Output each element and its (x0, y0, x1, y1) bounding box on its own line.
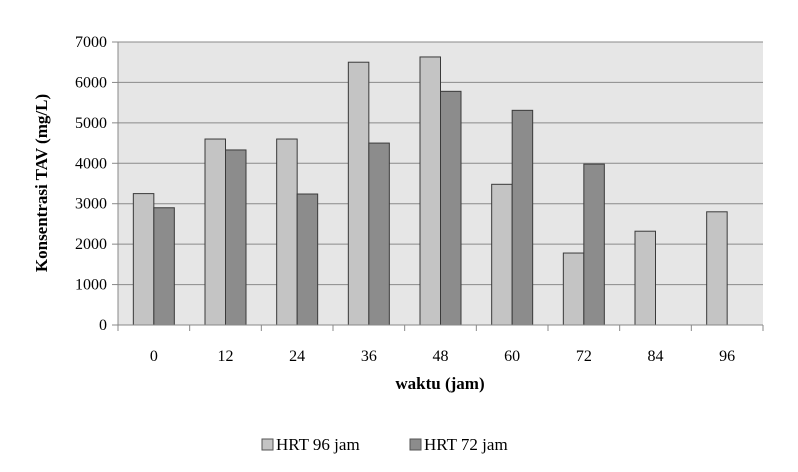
bar-hrt-96-jam-48 (419, 56, 441, 326)
bar-hrt-72-jam-24 (296, 193, 319, 326)
bar-hrt-96-jam-12 (204, 138, 226, 326)
y-tick-label: 6000 (75, 74, 107, 91)
y-tick-label: 7000 (75, 34, 107, 51)
bar-hrt-96-jam-60 (491, 183, 513, 326)
x-tick-label: 84 (648, 348, 664, 365)
bar-hrt-96-jam-36 (347, 61, 370, 326)
x-tick-label: 12 (218, 348, 234, 365)
legend-label-hrt-96: HRT 96 jam (276, 435, 360, 454)
y-tick-label: 2000 (75, 236, 107, 253)
y-tick-labels: 0 1000 2000 3000 4000 5000 6000 7000 (75, 34, 118, 334)
bar-hrt-72-jam-12 (225, 149, 247, 326)
legend: HRT 96 jam HRT 72 jam (261, 435, 508, 454)
x-axis-title: waktu (jam) (395, 374, 484, 393)
x-tick-label: 72 (576, 348, 592, 365)
x-tick-label: 96 (719, 348, 735, 365)
legend-swatch-hrt-72 (409, 438, 422, 451)
y-tick-label: 0 (99, 317, 107, 334)
x-tick-label: 48 (433, 348, 449, 365)
bar-hrt-96-jam-96 (706, 211, 728, 326)
y-tick-label: 3000 (75, 196, 107, 213)
bar-hrt-96-jam-0 (132, 193, 155, 326)
bar-hrt-96-jam-72 (562, 252, 585, 326)
y-tick-label: 5000 (75, 115, 107, 132)
legend-label-hrt-72: HRT 72 jam (424, 435, 508, 454)
x-tick-label: 0 (150, 348, 158, 365)
axes (117, 42, 763, 326)
bar-hrt-72-jam-0 (153, 207, 175, 326)
x-tick-label: 60 (504, 348, 520, 365)
y-tick-label: 1000 (75, 277, 107, 294)
bar-hrt-72-jam-36 (368, 142, 390, 326)
bar-hrt-96-jam-24 (276, 138, 298, 326)
legend-swatch-hrt-96 (261, 438, 274, 451)
bars (132, 56, 728, 326)
x-tick-label: 36 (361, 348, 377, 365)
bar-hrt-72-jam-60 (511, 109, 534, 326)
bar-hrt-96-jam-84 (634, 230, 656, 326)
x-tick-label: 24 (289, 348, 305, 365)
bar-hrt-72-jam-48 (440, 90, 462, 326)
y-axis-title: Konsentrasi TAV (mg/L) (32, 94, 51, 272)
bar-hrt-72-jam-72 (583, 163, 605, 326)
y-tick-label: 4000 (75, 155, 107, 172)
x-tick-labels: 0 12 24 36 48 60 72 84 96 (117, 325, 764, 365)
